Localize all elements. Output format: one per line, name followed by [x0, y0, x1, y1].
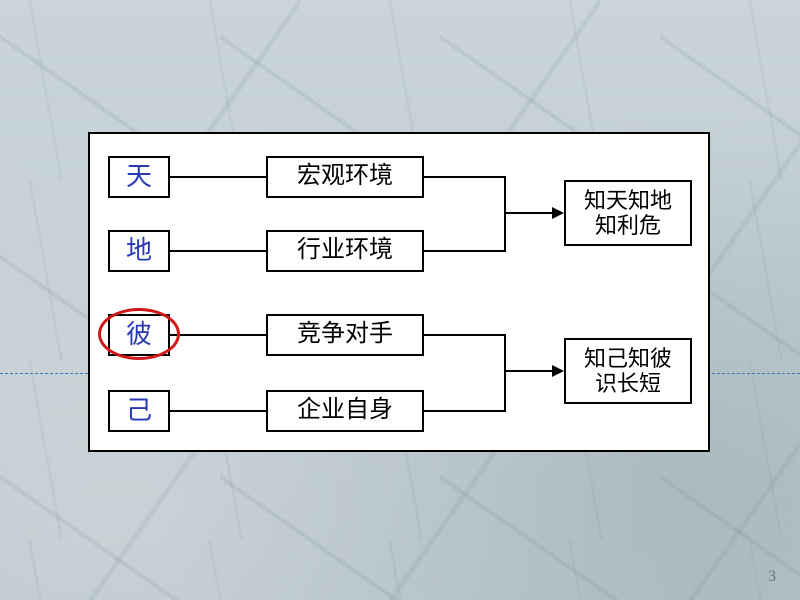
label-box-tian: 天 — [108, 156, 170, 198]
bracket1-top-h — [424, 176, 504, 178]
out-line2: 知利危 — [584, 213, 672, 238]
mid-text: 竞争对手 — [297, 321, 393, 349]
out-text-group: 知己知彼 识长短 — [584, 346, 672, 397]
connector-bi-rival — [170, 334, 266, 336]
out-line1: 知己知彼 — [584, 346, 672, 371]
bracket1-bot-h — [424, 250, 504, 252]
bracket2-top-h — [424, 334, 504, 336]
mid-box-self: 企业自身 — [266, 390, 424, 432]
out-box-2: 知己知彼 识长短 — [564, 338, 692, 404]
label-text: 地 — [126, 236, 152, 266]
page-number: 3 — [768, 568, 776, 586]
connector-di-industry — [170, 250, 266, 252]
out-text-group: 知天知地 知利危 — [584, 188, 672, 239]
connector-ji-self — [170, 410, 266, 412]
label-text: 己 — [126, 396, 152, 426]
bracket1-mid-h — [504, 212, 554, 214]
label-box-ji: 己 — [108, 390, 170, 432]
mid-box-industry: 行业环境 — [266, 230, 424, 272]
mid-text: 企业自身 — [297, 397, 393, 425]
mid-box-rival: 竞争对手 — [266, 314, 424, 356]
bracket2-arrow-icon — [552, 365, 564, 377]
bracket1-arrow-icon — [552, 207, 564, 219]
mid-text: 行业环境 — [297, 237, 393, 265]
label-text: 天 — [126, 162, 152, 192]
bracket2-bot-h — [424, 410, 504, 412]
out-box-1: 知天知地 知利危 — [564, 180, 692, 246]
mid-box-macro: 宏观环境 — [266, 156, 424, 198]
diagram-panel: 天 地 彼 己 宏观环境 行业环境 竞争对手 企业自身 知天知地 知利危 知己知… — [88, 132, 710, 452]
bracket2-v — [504, 334, 506, 412]
bracket1-v — [504, 176, 506, 252]
bracket2-mid-h — [504, 370, 554, 372]
out-line1: 知天知地 — [584, 188, 672, 213]
mid-text: 宏观环境 — [297, 163, 393, 191]
label-box-di: 地 — [108, 230, 170, 272]
out-line2: 识长短 — [584, 371, 672, 396]
highlight-ellipse — [98, 308, 180, 360]
connector-tian-macro — [170, 176, 266, 178]
